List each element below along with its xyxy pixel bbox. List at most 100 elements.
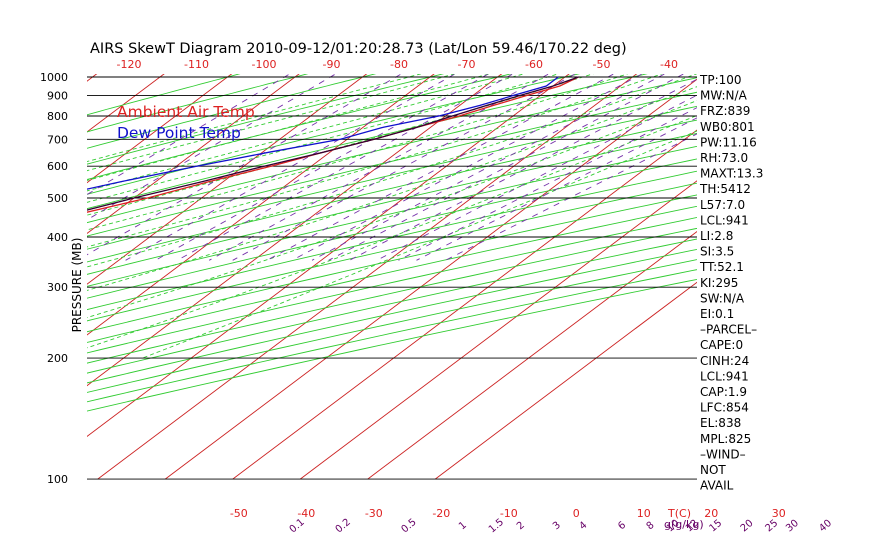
pressure-axis: 100 200 300 400 500 600 700 800 900 1000	[40, 71, 68, 486]
dry-adiabat-lines	[87, 74, 697, 412]
index-label: NOT	[700, 463, 726, 477]
bottom-temp-tick-label: -10	[500, 507, 518, 520]
index-label: MPL:825	[700, 432, 751, 446]
index-label: MW:N/A	[700, 89, 748, 103]
dry-adiabat-line	[87, 269, 697, 403]
mixing-ratio-line	[328, 74, 685, 261]
series-line-ambient-air-temp	[87, 76, 579, 213]
bottom-temp-tick-label: 10	[637, 507, 651, 520]
top-temp-tick-label: -90	[323, 58, 341, 71]
top-temp-tick-label: -80	[390, 58, 408, 71]
mixing-ratio-tick-label: 1	[457, 520, 469, 533]
mixing-ratio-tick-label: 2	[515, 520, 527, 533]
dry-adiabat-line	[87, 238, 697, 374]
index-label: SW:N/A	[700, 291, 745, 305]
pressure-tick-label: 900	[47, 89, 68, 102]
index-label: WB0:801	[700, 120, 755, 134]
top-temp-tick-label: -40	[660, 58, 678, 71]
dry-adiabat-line	[87, 105, 697, 250]
moist-adiabat-line	[87, 74, 491, 181]
mixing-ratio-tick-label: 20	[739, 518, 756, 535]
y-axis-label: PRESSURE (MB)	[70, 238, 84, 333]
dry-adiabat-line	[87, 205, 697, 343]
index-label: –PARCEL–	[700, 323, 757, 337]
legend-dewpoint: Dew Point Temp	[117, 124, 241, 142]
top-temp-tick-label: -120	[117, 58, 142, 71]
dry-adiabat-line	[87, 119, 697, 263]
mixing-ratio-tick-label: 30	[784, 518, 801, 535]
index-label: PW:11.16	[700, 135, 757, 149]
mixing-ratio-line	[416, 117, 697, 261]
bottom-temp-tick-label: 0	[573, 507, 580, 520]
isotherm-line	[232, 129, 697, 480]
index-label: SI:3.5	[700, 245, 734, 259]
moist-adiabat-line	[87, 74, 663, 248]
bottom-temp-tick-label: -50	[230, 507, 248, 520]
dry-adiabat-line	[87, 74, 377, 149]
dry-adiabat-line	[87, 194, 697, 333]
bottom-temperature-axis: -50 -40 -30 -20 -10 0 10 20 30	[230, 507, 786, 520]
isotherm-line	[299, 180, 697, 480]
moist-adiabat-line	[87, 74, 560, 203]
isotherm-line	[0, 69, 36, 480]
mixing-ratio-tick-label: 3	[551, 520, 563, 533]
dry-adiabat-line	[87, 182, 697, 322]
index-label: EI:0.1	[700, 307, 734, 321]
bottom-unit-label: T(C)	[667, 507, 691, 520]
bottom-temp-tick-label: -20	[432, 507, 450, 520]
mixing-ratio-lines	[87, 74, 697, 261]
index-label: FRZ:839	[700, 104, 750, 118]
dry-adiabat-line	[87, 227, 697, 364]
bottom-temp-tick-label: -40	[297, 507, 315, 520]
index-label: CINH:24	[700, 354, 749, 368]
mixing-ratio-line	[87, 74, 291, 196]
index-label: LCL:941	[700, 213, 749, 227]
mixing-unit-label: g(g/kg)	[664, 518, 704, 531]
moist-adiabat-line	[87, 74, 456, 172]
isotherm-line	[97, 74, 638, 480]
top-temperature-axis: -120 -110 -100 -90 -80 -70 -60 -50 -40	[117, 58, 678, 71]
mixing-ratio-tick-label: 8	[645, 520, 657, 533]
moist-adiabat-line	[142, 130, 697, 359]
top-temp-tick-label: -100	[252, 58, 277, 71]
index-label: CAPE:0	[700, 338, 743, 352]
index-label: KI:295	[700, 276, 738, 290]
dry-adiabat-line	[87, 74, 445, 165]
index-label: LFC:854	[700, 401, 749, 415]
legend: Ambient Air Temp Dew Point Temp	[117, 103, 255, 142]
mixing-ratio-tick-label: 15	[707, 518, 724, 535]
dry-adiabat-line	[87, 132, 697, 275]
mixing-ratio-tick-label: 0.5	[399, 517, 418, 536]
moist-adiabat-line	[87, 86, 697, 291]
mixing-ratio-tick-label: 40	[817, 518, 834, 535]
index-label: LCL:941	[700, 369, 749, 383]
mixing-ratio-line	[376, 94, 697, 261]
profile-lines	[87, 76, 579, 213]
mixing-ratio-line	[266, 74, 615, 261]
pressure-tick-label: 400	[47, 231, 68, 244]
pressure-tick-label: 200	[47, 352, 68, 365]
isotherm-line	[87, 74, 233, 184]
index-label: LI:2.8	[700, 229, 733, 243]
mixing-ratio-line	[155, 74, 490, 261]
index-label: RH:73.0	[700, 151, 748, 165]
mixing-ratio-tick-label: 25	[763, 518, 780, 535]
top-temp-tick-label: -60	[525, 58, 543, 71]
index-label: EL:838	[700, 416, 741, 430]
moist-adiabat-line	[87, 114, 697, 349]
pressure-tick-label: 100	[47, 473, 68, 486]
dry-adiabat-line	[87, 74, 309, 133]
chart-title: AIRS SkewT Diagram 2010-09-12/01:20:28.7…	[90, 41, 627, 57]
mixing-ratio-tick-label: 6	[616, 520, 628, 533]
dry-adiabat-line	[87, 77, 697, 224]
pressure-tick-label: 500	[47, 192, 68, 205]
mixing-ratio-tick-label: 0.2	[334, 517, 353, 536]
index-label: AVAIL	[700, 479, 734, 493]
dry-adiabat-line	[87, 170, 697, 311]
moist-adiabat-line	[87, 74, 629, 231]
index-label: CAP:1.9	[700, 385, 747, 399]
series-line-parcel	[87, 76, 579, 211]
isobar-lines	[87, 76, 697, 480]
